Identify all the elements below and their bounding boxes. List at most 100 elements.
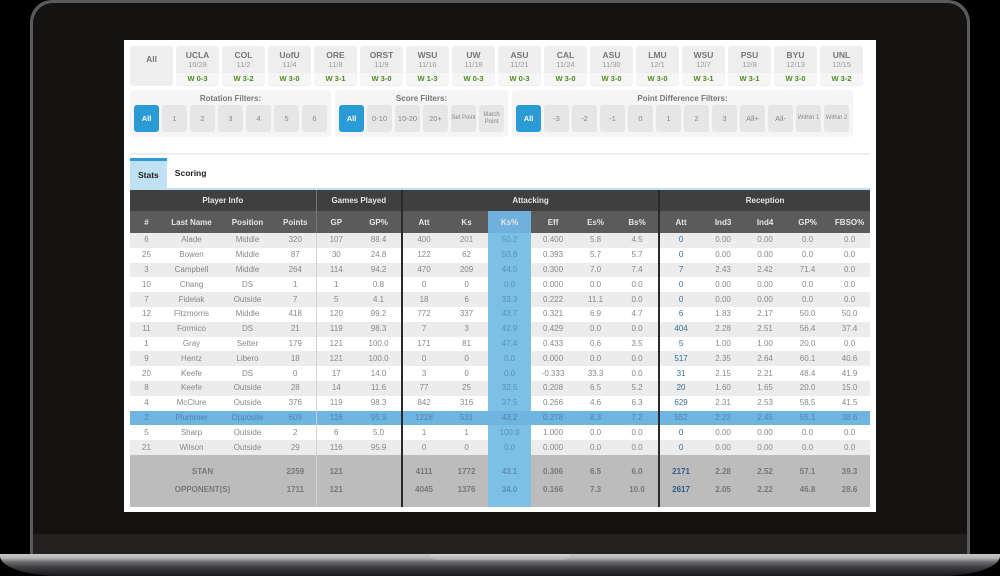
table-row[interactable]: 11 Formico DS 21 119 98.3 7 3 42.9 0.429 0.0 0.0 404… xyxy=(130,321,871,337)
column-header-es-pct[interactable]: Es% xyxy=(575,211,617,233)
tab-scoring[interactable]: Scoring xyxy=(174,168,207,178)
game-button-uw-11-18[interactable]: UW 11/18 W 0-3 xyxy=(452,46,495,86)
table-row[interactable]: 10 Chang DS 1 1 0.8 0 0 0.0 0.000 0.0 0.0 0 0.00 0.00 0… xyxy=(130,277,871,293)
rotation-filter-1[interactable]: 1 xyxy=(162,105,187,132)
column-header-ks-pct[interactable]: Ks% xyxy=(488,211,532,233)
cell-position: Middle xyxy=(220,233,275,248)
score-filter-match-point[interactable]: Match Point xyxy=(479,105,504,132)
rotation-filter-all[interactable]: All xyxy=(134,105,159,132)
cell-number: 10 xyxy=(130,277,163,293)
score-filter-10-20[interactable]: 10-20 xyxy=(395,105,420,132)
column-header-eff[interactable]: Eff xyxy=(531,211,576,233)
game-button-byu-12-13[interactable]: BYU 12/13 W 3-0 xyxy=(774,46,817,86)
game-result: W 3-0 xyxy=(636,73,679,85)
score-filter-0-10[interactable]: 0-10 xyxy=(367,105,392,132)
table-row[interactable]: 6 Alade Middle 320 107 88.4 400 201 50.2 0.400 5.8… xyxy=(130,233,871,248)
rotation-filter-3[interactable]: 3 xyxy=(218,105,243,132)
table-row[interactable]: 1 Gray Setter 179 121 100.0 171 81 47.4 0.433 0.6 3… xyxy=(130,336,871,352)
cell-last-name: Gray xyxy=(163,336,220,352)
rotation-filter-4[interactable]: 4 xyxy=(246,105,271,132)
totals-cell xyxy=(356,454,403,481)
cell-last-name: Keefe xyxy=(163,366,220,381)
game-button-psu-12-8[interactable]: PSU 12/8 W 3-1 xyxy=(728,46,771,86)
game-button-lmu-12-1[interactable]: LMU 12/1 W 3-0 xyxy=(636,46,679,86)
cell-fbso-pct: 0.0 xyxy=(829,440,871,455)
column-header-att[interactable]: Att xyxy=(401,211,446,233)
column-header-reception-fbso-pct[interactable]: FBSO% xyxy=(829,211,871,233)
score-filter-all[interactable]: All xyxy=(339,105,364,132)
game-button-cal-11-24[interactable]: CAL 11/24 W 3-0 xyxy=(544,46,587,86)
rotation-filter-5[interactable]: 5 xyxy=(274,105,299,132)
point-difference-filter-all-minus[interactable]: All- xyxy=(768,105,793,132)
point-difference-filter-1[interactable]: 1 xyxy=(656,105,681,132)
game-date: 11/8 xyxy=(328,60,343,69)
column-header-reception-gp-pct[interactable]: GP% xyxy=(786,211,830,233)
column-header-gp[interactable]: GP xyxy=(315,211,357,233)
game-button-wsu-12-7[interactable]: WSU 12/7 W 3-1 xyxy=(682,46,725,86)
game-selector: All UCLA 10/28 W 0-3 COL 11/2 W 3-2 UofU 11/4 W 3… xyxy=(130,46,863,86)
score-filter-set-point[interactable]: Set Point xyxy=(451,105,476,132)
cell-gp-pct: 88.4 xyxy=(356,233,403,248)
rotation-filter-2[interactable]: 2 xyxy=(190,105,215,132)
cell-number: 21 xyxy=(130,440,163,455)
cell-bs-pct: 6.3 xyxy=(616,395,660,411)
column-header-reception-att[interactable]: Att xyxy=(658,211,703,233)
table-row[interactable]: 21 Wilson Outside 29 116 95.9 0 0 0.0 0.000 0.0 0.0… xyxy=(130,440,871,455)
cell-points: 29 xyxy=(275,440,317,455)
game-button-orst-11-9[interactable]: ORST 11/9 W 3-0 xyxy=(360,46,403,86)
cell-gp-pct: 50.0 xyxy=(786,306,830,322)
point-difference-filter-within-1[interactable]: Within 1 xyxy=(796,105,821,132)
game-button-ore-11-8[interactable]: ORE 11/8 W 3-1 xyxy=(314,46,357,86)
column-header-gp-pct[interactable]: GP% xyxy=(356,211,403,233)
point-difference-filter-0[interactable]: 0 xyxy=(628,105,653,132)
table-row[interactable]: 9 Hentz Libero 18 121 100.0 0 0 0.0 0.000 0.0 0.0 51… xyxy=(130,351,871,367)
column-header-reception-ind4[interactable]: Ind4 xyxy=(744,211,787,233)
cell-ks-pct: 0.0 xyxy=(488,366,532,381)
cell-eff: 0.222 xyxy=(531,292,576,307)
column-header-bs-pct[interactable]: Bs% xyxy=(616,211,660,233)
table-row[interactable]: 7 Fidelak Outside 7 5 4.1 18 6 33.3 0.222 11.1 0.0 0… xyxy=(130,292,871,307)
point-difference-filter-minus-2[interactable]: -2 xyxy=(572,105,597,132)
game-button-uofu-11-4[interactable]: UofU 11/4 W 3-0 xyxy=(268,46,311,86)
game-date: 12/8 xyxy=(742,60,757,69)
column-header-ks[interactable]: Ks xyxy=(445,211,489,233)
table-row[interactable]: 8 Keefe Outside 28 14 11.6 77 25 32.5 0.208 6.5 5.2… xyxy=(130,380,871,396)
point-difference-filter-3[interactable]: 3 xyxy=(712,105,737,132)
rotation-filter-6[interactable]: 6 xyxy=(302,105,327,132)
column-header-number[interactable]: # xyxy=(130,211,163,233)
game-button-unl-12-15[interactable]: UNL 12/15 W 3-2 xyxy=(820,46,863,86)
score-filters: Score Filters: All 0-10 10-20 20+ Set Point M… xyxy=(335,90,508,137)
table-row[interactable]: 25 Bowen Middle 87 30 24.8 122 62 50.8 0.393 5.7 5.… xyxy=(130,247,871,263)
game-result: W 3-2 xyxy=(820,73,863,85)
table-row[interactable]: 2 Plummer Opposite 609 116 95.9 1228 531 43.2 0.2… xyxy=(130,410,871,426)
cell-gp: 119 xyxy=(315,395,357,411)
table-row[interactable]: 3 Campbell Middle 264 114 94.2 470 209 44.5 0.300… xyxy=(130,262,871,278)
column-header-points[interactable]: Points xyxy=(275,211,317,233)
game-button-asu-11-30[interactable]: ASU 11/30 W 3-0 xyxy=(590,46,633,86)
point-difference-filter-minus-1[interactable]: -1 xyxy=(600,105,625,132)
table-row[interactable]: 5 Sharp Outside 2 6 5.0 1 1 100.0 1.000 0.0 0.0 0 0.0… xyxy=(130,425,871,441)
cell-last-name: Chang xyxy=(163,277,220,293)
cell-position: Outside xyxy=(220,425,275,441)
column-header-last-name[interactable]: Last Name xyxy=(163,211,220,233)
table-row[interactable]: 20 Keefe DS 0 17 14.0 3 0 0.0 -0.333 33.3 0.0 31 2.15… xyxy=(130,366,871,381)
tab-stats[interactable]: Stats xyxy=(130,158,167,188)
score-filter-20[interactable]: 20+ xyxy=(423,105,448,132)
game-button-asu-11-21[interactable]: ASU 11/21 W 0-3 xyxy=(498,46,541,86)
game-button-col-11-2[interactable]: COL 11/2 W 3-2 xyxy=(222,46,265,86)
point-difference-filter-minus-3[interactable]: -3 xyxy=(544,105,569,132)
game-button-wsu-11-16[interactable]: WSU 11/16 W 1-3 xyxy=(406,46,449,86)
totals-cell: 0.306 xyxy=(531,454,576,481)
totals-cell: 4111 xyxy=(401,454,446,481)
point-difference-filter-all-plus[interactable]: All+ xyxy=(740,105,765,132)
game-button-ucla-10-28[interactable]: UCLA 10/28 W 0-3 xyxy=(176,46,219,86)
point-difference-filter-all[interactable]: All xyxy=(516,105,541,132)
point-difference-filter-2[interactable]: 2 xyxy=(684,105,709,132)
table-row[interactable]: 4 McClure Outside 376 119 98.3 842 316 37.5 0.266… xyxy=(130,395,871,411)
game-all-button[interactable]: All xyxy=(130,46,173,86)
table-row[interactable]: 12 Fitzmorris Middle 418 120 99.2 772 337 43.7 0.… xyxy=(130,306,871,322)
cell-points: 0 xyxy=(275,366,317,381)
column-header-reception-ind3[interactable]: Ind3 xyxy=(702,211,745,233)
column-header-position[interactable]: Position xyxy=(220,211,275,233)
point-difference-filter-within-2[interactable]: Within 2 xyxy=(824,105,849,132)
